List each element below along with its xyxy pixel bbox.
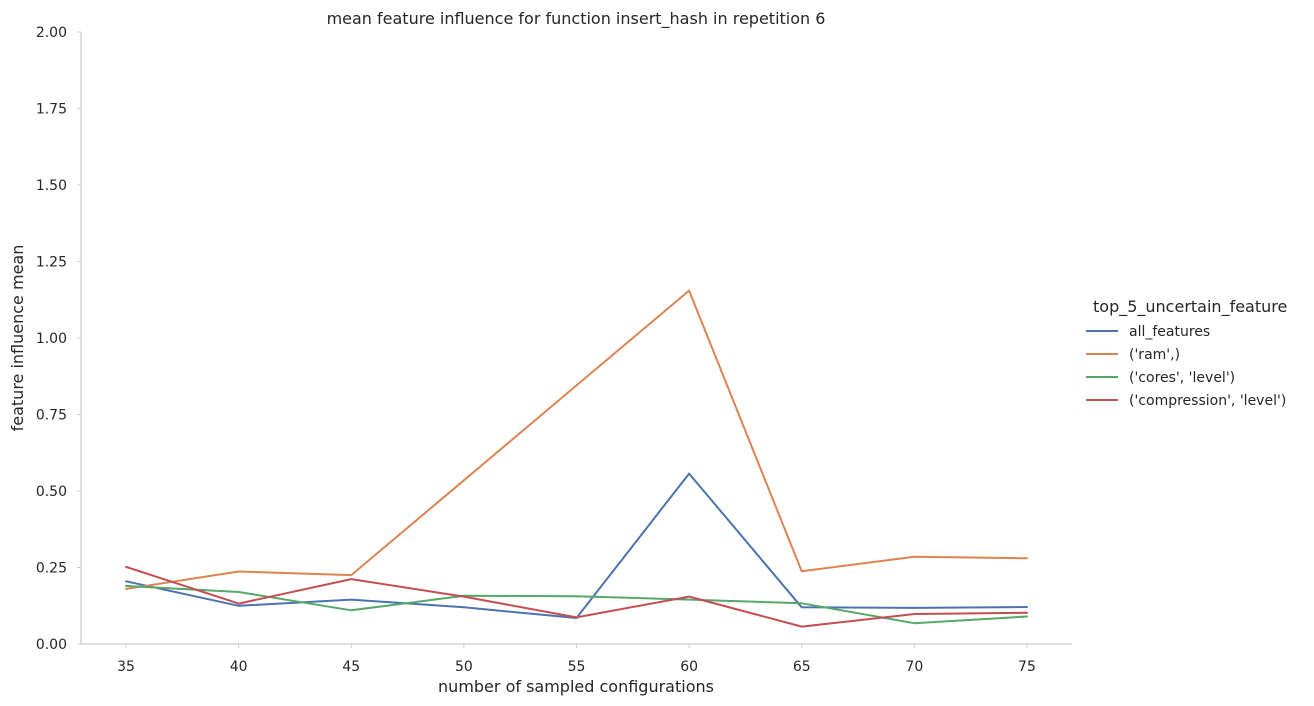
legend-title: top_5_uncertain_feature [1093, 297, 1287, 317]
y-tick-label: 1.25 [36, 255, 67, 271]
y-tick-label: 0.75 [36, 408, 67, 424]
x-tick-label: 50 [455, 659, 473, 675]
series-line-1 [125, 289, 1028, 590]
legend-entry-label: ('cores', 'level') [1129, 370, 1235, 386]
y-tick-label: 2.00 [36, 25, 67, 41]
x-axis-label: number of sampled configurations [438, 677, 714, 696]
series-line-3 [125, 565, 1028, 628]
legend-entry-label: all_features [1129, 324, 1210, 340]
y-tick-label: 1.00 [36, 331, 67, 347]
x-tick-label: 60 [680, 659, 698, 675]
y-tick-label: 0.00 [36, 637, 67, 653]
series-line-2 [125, 584, 1028, 625]
x-tick-label: 55 [568, 659, 586, 675]
legend-items: all_features ('ram',) ('cores', 'level') ('… [1086, 324, 1286, 409]
series-lines [125, 289, 1028, 628]
x-tick-label: 35 [117, 659, 135, 675]
x-axis-ticks: 35 40 45 50 55 60 65 70 75 [117, 644, 1036, 675]
x-tick-label: 45 [342, 659, 360, 675]
y-tick-label: 0.25 [36, 561, 67, 577]
chart-title: mean feature influence for function inse… [327, 9, 826, 29]
y-axis-label: feature influence mean [8, 245, 27, 432]
y-tick-label: 0.50 [36, 484, 67, 500]
x-tick-label: 65 [793, 659, 811, 675]
x-tick-label: 70 [905, 659, 923, 675]
x-tick-label: 40 [230, 659, 248, 675]
legend-entry-label: ('compression', 'level') [1129, 393, 1286, 409]
y-tick-label: 1.75 [36, 102, 67, 118]
legend-entry-label: ('ram',) [1129, 347, 1180, 363]
legend: top_5_uncertain_feature all_features ('ra… [1086, 297, 1287, 409]
x-tick-label: 75 [1018, 659, 1036, 675]
y-axis-ticks: 0.00 0.25 0.50 0.75 1.00 1.25 1.50 1.75 2.00 [36, 25, 81, 653]
y-tick-label: 1.50 [36, 178, 67, 194]
